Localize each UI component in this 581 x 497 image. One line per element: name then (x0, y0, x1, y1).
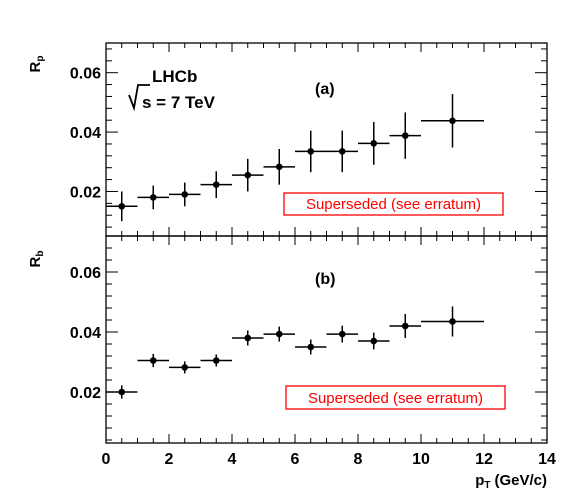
data-marker (275, 163, 283, 171)
x-axis-label: pT (GeV/c) (475, 472, 547, 491)
data-point (263, 149, 295, 185)
data-point (263, 326, 295, 342)
panel-a-stamp-text: Superseded (see erratum) (306, 196, 481, 213)
panel-a-y-tick-labels: 0.02 0.04 0.06 (70, 66, 101, 202)
panel-b-stamp-text: Superseded (see erratum) (308, 390, 483, 407)
panel-a-y-axis-label: Rp (27, 56, 46, 73)
x-tick-label: 0 (102, 451, 111, 468)
energy-label: s = 7 TeV (142, 93, 216, 112)
y-tick-label: 0.06 (70, 265, 101, 282)
x-tick-label: 2 (165, 451, 174, 468)
panel-a-ticks (105, 43, 548, 236)
y-tick-label: 0.04 (70, 325, 101, 342)
panel-a: 0.02 0.04 0.06 Rp LHCb s = 7 TeV (a) Super… (27, 42, 548, 237)
panel-b-ticks (105, 235, 548, 443)
y-tick-label: 0.04 (70, 125, 101, 142)
experiment-label: LHCb (152, 67, 197, 86)
data-marker (149, 357, 157, 364)
data-marker (244, 334, 252, 342)
panel-a-data-points (106, 94, 484, 222)
data-point (358, 121, 390, 165)
panel-b-frame (105, 235, 548, 444)
x-tick-labels: 0 2 4 6 8 10 12 14 (102, 451, 556, 468)
data-point (169, 182, 201, 207)
data-marker (118, 388, 126, 396)
data-point (389, 112, 421, 159)
panel-b-label: (b) (315, 271, 335, 288)
data-point (232, 158, 264, 192)
panel-b-data-points (106, 306, 484, 399)
data-marker (370, 140, 378, 147)
x-tick-label: 10 (412, 451, 430, 468)
data-marker (212, 357, 220, 364)
data-point (295, 130, 327, 173)
panel-b-y-axis-label: Rb (27, 251, 46, 268)
panel-b-stamp: Superseded (see erratum) (285, 385, 506, 410)
data-marker (401, 132, 409, 139)
y-tick-label: 0.02 (70, 184, 101, 201)
data-marker (370, 337, 378, 345)
data-point (200, 354, 232, 367)
data-point (326, 325, 358, 343)
x-tick-label: 6 (291, 451, 300, 468)
panel-b: 0.02 0.04 0.06 0 2 4 6 8 10 12 14 Rb (b) Supersed… (27, 235, 556, 491)
x-tick-label: 8 (354, 451, 363, 468)
panel-a-label: (a) (315, 81, 335, 98)
data-marker (212, 181, 220, 188)
data-marker (449, 117, 456, 125)
y-tick-label: 0.06 (70, 66, 101, 83)
data-marker (118, 203, 126, 210)
data-marker (181, 191, 189, 198)
y-tick-label: 0.02 (70, 385, 101, 402)
data-point (169, 361, 201, 374)
data-marker (275, 330, 283, 338)
data-point (389, 314, 421, 338)
data-point (106, 385, 138, 399)
data-point (358, 332, 390, 350)
panel-b-y-tick-labels: 0.02 0.04 0.06 (70, 265, 101, 402)
data-marker (401, 322, 409, 330)
panel-a-stamp: Superseded (see erratum) (283, 192, 504, 216)
data-marker (338, 330, 346, 338)
data-point (137, 185, 169, 210)
data-point (232, 330, 264, 346)
data-point (326, 130, 358, 173)
data-point (421, 306, 484, 337)
data-point (106, 191, 138, 222)
x-tick-label: 12 (475, 451, 493, 468)
data-marker (338, 148, 346, 155)
data-marker (149, 194, 157, 201)
data-marker (181, 364, 189, 371)
data-marker (449, 318, 456, 325)
panel-b-stamp-box (285, 385, 506, 410)
data-point (200, 171, 232, 198)
sqrt-symbol-icon (128, 84, 150, 112)
panel-a-stamp-box (283, 192, 504, 216)
data-point (295, 339, 327, 355)
data-marker (244, 171, 252, 179)
data-marker (307, 148, 315, 155)
x-tick-label: 4 (228, 451, 237, 468)
data-point (421, 94, 484, 148)
data-marker (307, 343, 315, 351)
data-point (137, 353, 169, 368)
x-tick-label: 14 (538, 451, 556, 468)
